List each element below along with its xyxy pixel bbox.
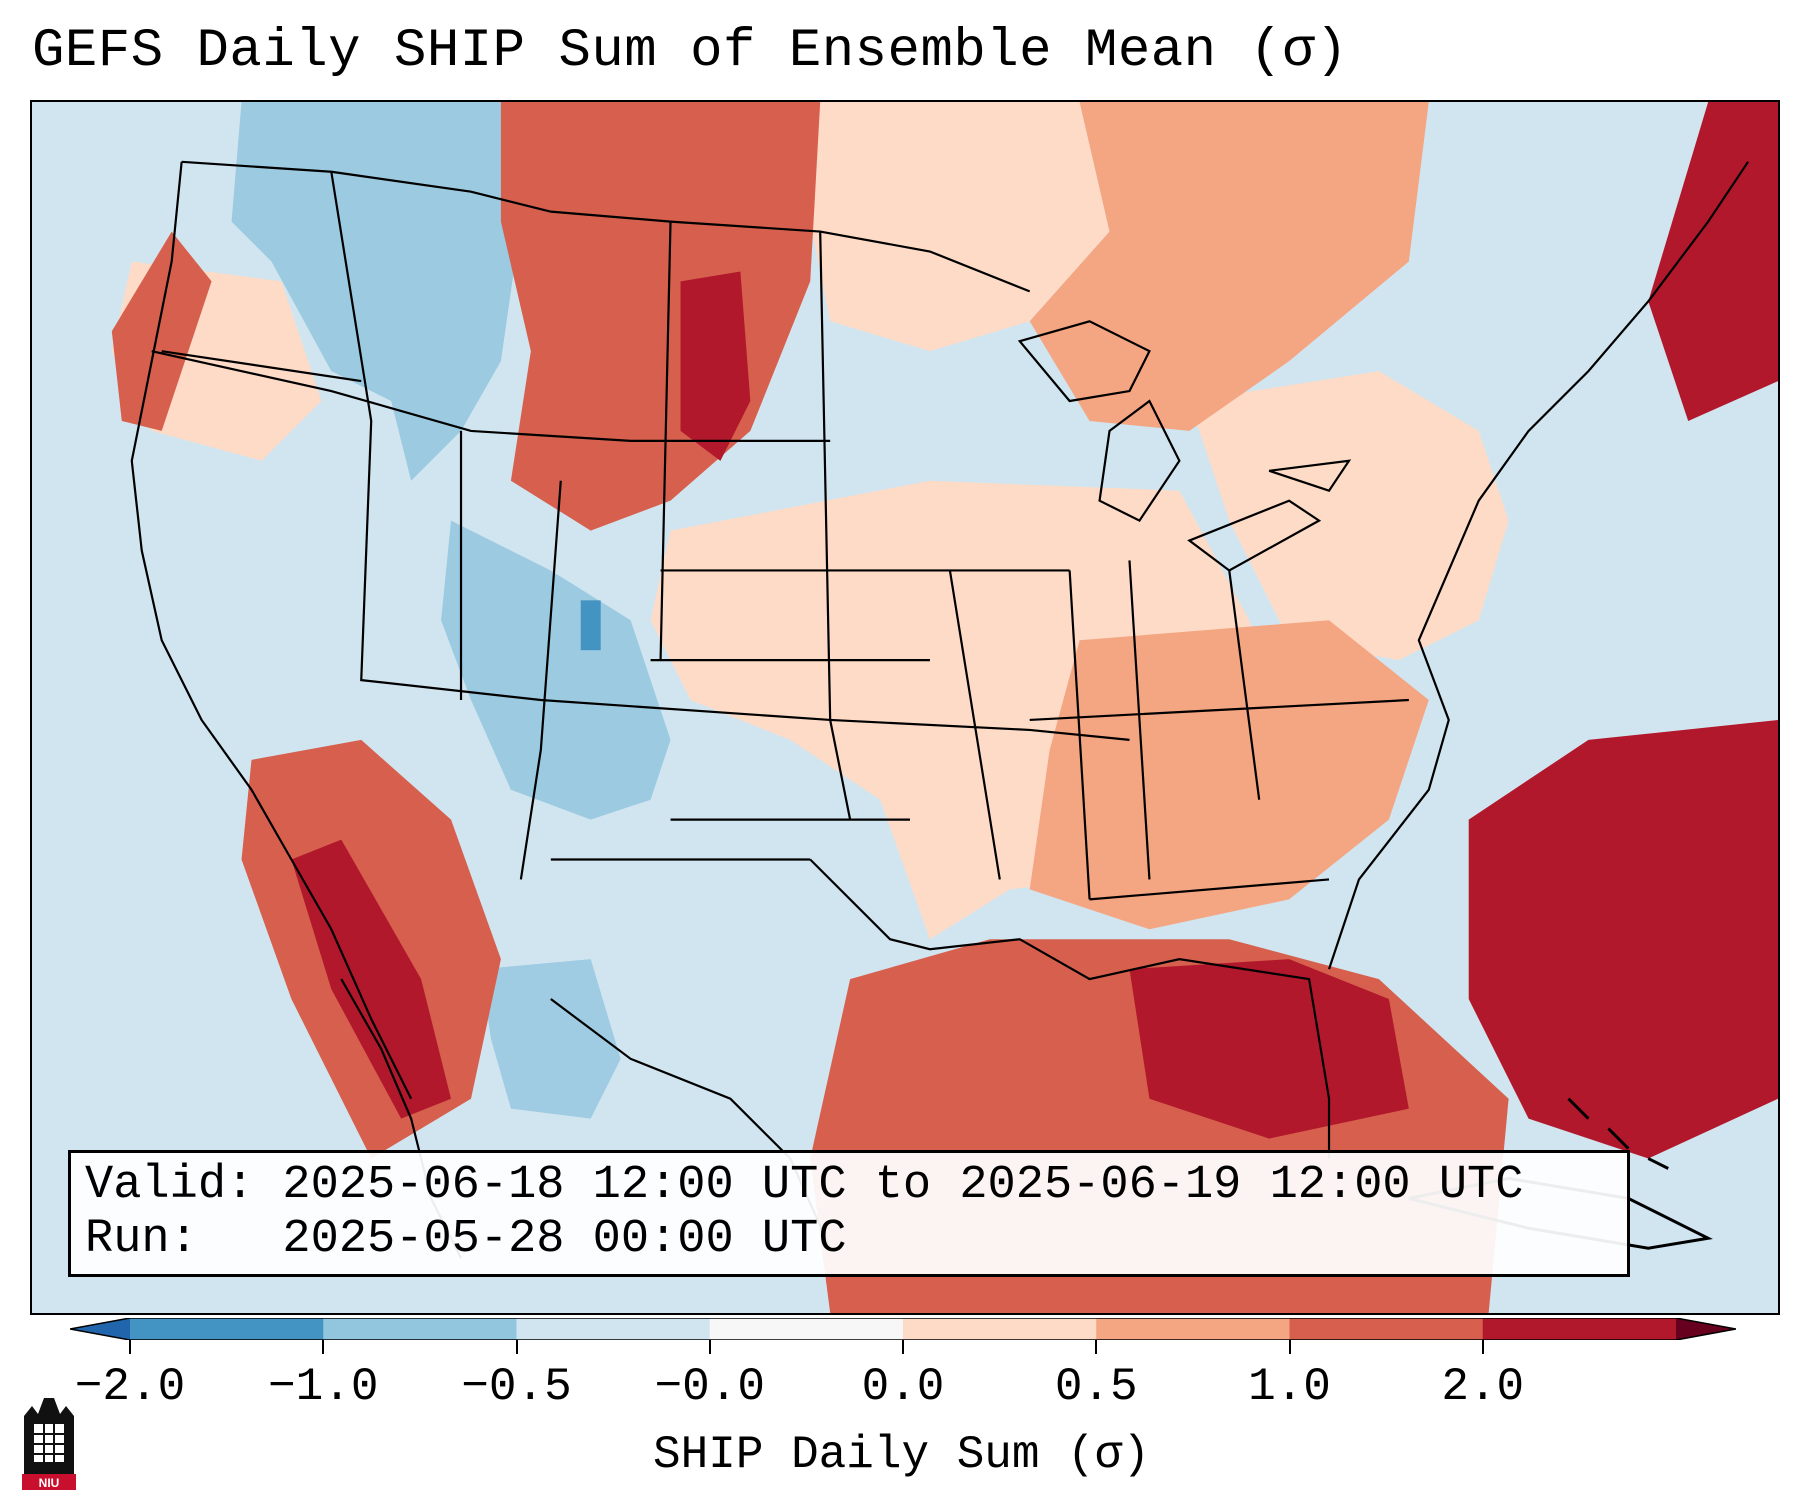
colorado-dark-blue-cell xyxy=(580,600,601,651)
blue-regions xyxy=(231,102,671,1119)
colorbar-bin xyxy=(323,1318,517,1340)
colorbar-over-extend xyxy=(1676,1318,1736,1340)
colorbar-tick-label: −0.0 xyxy=(654,1361,765,1413)
valid-time-text: Valid: 2025-06-18 12:00 UTC to 2025-06-1… xyxy=(85,1159,1524,1212)
northwest-blue-patch xyxy=(231,102,521,481)
mexico-blue-patch xyxy=(480,959,621,1119)
colorbar-tick-mark xyxy=(1481,1340,1484,1354)
montana-red xyxy=(500,102,821,531)
us-canada-border xyxy=(181,160,1031,293)
atlantic-dark-red xyxy=(1468,719,1778,1159)
texas-gulf-coast xyxy=(809,858,1331,1159)
colorbar-tick-label: −2.0 xyxy=(74,1361,186,1413)
colorbar-label: SHIP Daily Sum (σ) xyxy=(653,1429,1150,1481)
colorbar-tick-mark xyxy=(1288,1340,1291,1354)
colorbar-tick-label: 2.0 xyxy=(1441,1361,1525,1413)
run-time-text: Run: 2025-05-28 00:00 UTC xyxy=(85,1213,847,1266)
great-lakes-red xyxy=(1029,102,1429,431)
midwest-lines xyxy=(948,560,1409,901)
colorbar-tick-label: −0.5 xyxy=(461,1361,572,1413)
colorbar-bin xyxy=(516,1318,711,1340)
wyoming-dark-red xyxy=(680,271,751,461)
baja-dark-red xyxy=(291,839,452,1119)
southeast-red xyxy=(1029,620,1429,930)
pacific-northwest-red xyxy=(111,231,212,431)
rockies-blue-patch xyxy=(441,520,671,820)
colorbar-tick-label: 0.0 xyxy=(861,1361,945,1413)
colorbar-bin xyxy=(903,1318,1097,1340)
west-coast-line xyxy=(130,161,413,1100)
colorbar-tick-mark xyxy=(708,1340,711,1354)
northeast-coast-dark-red xyxy=(1648,102,1778,421)
colorbar-under-extend xyxy=(70,1318,130,1340)
mountain-verticals xyxy=(459,221,852,880)
colorbar-tick-mark xyxy=(515,1340,518,1354)
niu-logo-icon: NIU xyxy=(22,1398,76,1490)
colorbar-tick-mark xyxy=(902,1340,904,1354)
map-title: GEFS Daily SHIP Sum of Ensemble Mean (σ) xyxy=(32,21,1349,82)
colorbar-bin xyxy=(1096,1318,1290,1340)
bahamas-islands xyxy=(1567,1097,1669,1170)
valid-run-info-box: Valid: 2025-06-18 12:00 UTC to 2025-06-1… xyxy=(68,1150,1630,1277)
colorbar-tick-label: −1.0 xyxy=(268,1361,379,1413)
colorbar-tick-mark xyxy=(1095,1340,1098,1354)
niu-logo-text: NIU xyxy=(39,1476,60,1490)
colorbar-bin xyxy=(1289,1318,1484,1340)
ship-anomaly-map xyxy=(111,102,1778,1313)
colorbar-bin xyxy=(130,1318,324,1340)
northeast-light-red xyxy=(1189,371,1509,661)
colorbar-bin xyxy=(1482,1318,1677,1340)
north-plains-light-red xyxy=(810,102,1110,352)
gulf-dark-red xyxy=(1129,959,1409,1139)
colorbar-tick-mark xyxy=(322,1340,325,1354)
map-panel xyxy=(30,100,1780,1315)
colorbar-tick-label: 0.5 xyxy=(1054,1361,1138,1413)
state-boundaries xyxy=(130,160,1749,1259)
colorbar-tick-mark xyxy=(129,1340,131,1354)
great-lakes-outlines xyxy=(1017,320,1352,572)
dark-red-regions xyxy=(291,102,1778,1159)
colorbar-bin xyxy=(709,1318,904,1340)
colorbar xyxy=(70,1318,1736,1340)
northern-tier-states xyxy=(151,171,1130,741)
east-coast-line xyxy=(1327,161,1749,970)
colorbar-tick-label: 1.0 xyxy=(1248,1361,1331,1413)
